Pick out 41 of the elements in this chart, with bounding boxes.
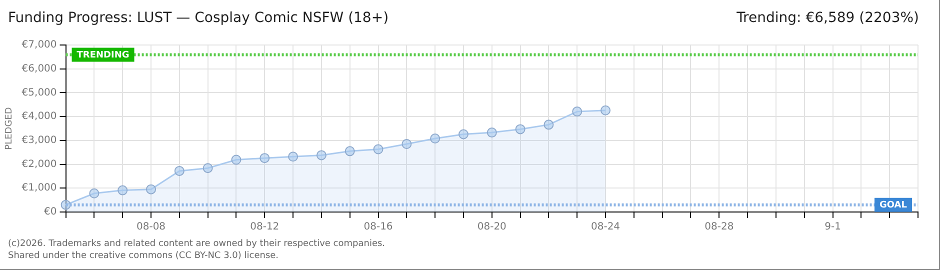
y-tick-label: €7,000	[22, 40, 57, 51]
point	[174, 166, 184, 176]
point	[486, 128, 497, 138]
point	[202, 163, 213, 174]
x-tick-label: 9-1	[824, 222, 841, 233]
y-tick-label: €6,000	[22, 63, 57, 74]
point	[260, 153, 270, 164]
y-tick-label: €4,000	[22, 111, 57, 122]
chart-subtitle: Trending: €6,589 (2203%)	[736, 10, 919, 28]
point	[458, 129, 468, 140]
point	[118, 185, 128, 196]
y-tick-label: €1,000	[22, 182, 57, 194]
y-tick-label: €2,000	[22, 158, 57, 170]
point	[231, 154, 242, 165]
x-tick-label: 08-24	[590, 222, 620, 233]
x-tick-label: 08-16	[364, 222, 393, 233]
point	[600, 105, 611, 116]
x-tick-label: 08-12	[250, 222, 280, 233]
x-tick-label: 08-08	[136, 222, 166, 233]
point	[515, 124, 526, 134]
point	[146, 184, 156, 194]
point	[430, 134, 440, 144]
text: (c)2026. Trademarks and related content are owned by their respective companies.	[8, 238, 386, 250]
y-tick-label: €3,000	[22, 135, 57, 146]
point	[344, 146, 355, 156]
ref-line-label: TRENDING	[76, 50, 130, 61]
point	[373, 144, 384, 154]
point	[544, 120, 554, 130]
text: Shared under the creative commons (CC BY-NC 3.0) license.	[8, 250, 280, 262]
point	[288, 152, 298, 162]
point	[316, 150, 326, 160]
chart-title: Funding Progress: LUST — Cosplay Comic NSFW (18+)	[8, 10, 389, 28]
y-tick-label: €5,000	[22, 87, 57, 98]
x-tick-label: 08-28	[704, 222, 734, 233]
y-tick-label: €0	[44, 206, 57, 218]
point	[89, 188, 100, 198]
x-tick-label: 08-20	[477, 222, 506, 233]
y-axis-title: PLEDGED	[4, 107, 15, 150]
point	[572, 106, 582, 117]
ref-line-label: GOAL	[880, 200, 908, 211]
point	[402, 139, 412, 150]
